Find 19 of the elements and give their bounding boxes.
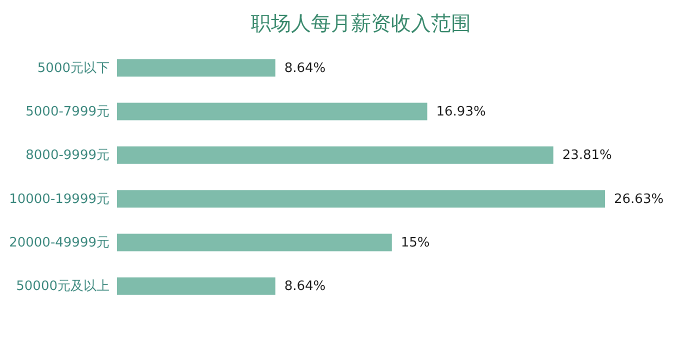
data-label: 16.93% xyxy=(436,104,486,120)
bar xyxy=(117,234,392,252)
y-tick-label: 5000元以下 xyxy=(37,60,110,76)
y-tick-label: 50000元及以上 xyxy=(16,279,110,294)
bar xyxy=(117,146,554,164)
y-tick-label: 5000-7999元 xyxy=(26,104,110,120)
bar xyxy=(117,190,605,208)
data-label: 8.64% xyxy=(284,60,326,76)
y-tick-label: 8000-9999元 xyxy=(26,148,110,164)
data-label: 15% xyxy=(400,236,430,250)
bar xyxy=(117,59,276,77)
chart-title: 职场人每月薪资收入范围 xyxy=(251,11,471,35)
bar xyxy=(117,102,428,120)
y-tick-label: 10000-19999元 xyxy=(9,192,110,207)
y-tick-label: 20000-49999元 xyxy=(9,236,110,250)
data-label: 23.81% xyxy=(562,148,612,164)
bar xyxy=(117,277,276,295)
data-label: 26.63% xyxy=(614,192,664,207)
data-label: 8.64% xyxy=(284,279,326,294)
